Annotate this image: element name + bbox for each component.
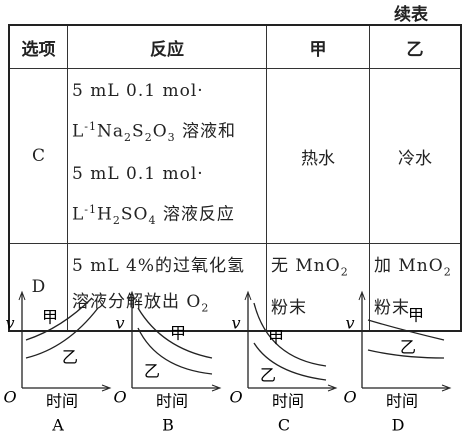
page-title: 续表 bbox=[394, 5, 428, 25]
text: 2 bbox=[112, 214, 121, 228]
curve bbox=[367, 349, 445, 359]
text: 2 bbox=[443, 265, 452, 279]
curve-label: 甲 bbox=[268, 328, 284, 347]
origin-label: O bbox=[343, 388, 356, 407]
origin-label: O bbox=[3, 388, 16, 407]
yi: 加 MnO2 粉末 bbox=[369, 243, 462, 332]
text: L bbox=[72, 204, 85, 225]
jia: 无 MnO2 粉末 bbox=[266, 243, 370, 332]
caption: A bbox=[51, 416, 64, 435]
text: H bbox=[97, 204, 113, 225]
jia: 热水 bbox=[266, 67, 370, 245]
text: 5 mL 0.1 mol· bbox=[72, 81, 204, 101]
text: 2 bbox=[340, 265, 349, 279]
text: 粉末 bbox=[271, 298, 307, 319]
option: C bbox=[8, 67, 68, 245]
origin-label: O bbox=[113, 388, 126, 407]
x-axis-label: 时间 bbox=[156, 392, 188, 411]
column-header: 反应 bbox=[67, 24, 267, 69]
curve-label: 甲 bbox=[408, 306, 424, 325]
option: D bbox=[8, 243, 68, 332]
y-axis-label: v bbox=[5, 314, 14, 333]
text: 5 mL 4%的过氧化氢溶液分解放出 O bbox=[72, 256, 246, 313]
y-axis-label: v bbox=[231, 314, 240, 333]
text: 2 bbox=[124, 131, 133, 145]
column-header: 甲 bbox=[266, 24, 370, 69]
caption: D bbox=[392, 416, 405, 435]
arrow bbox=[358, 290, 366, 301]
curve bbox=[137, 307, 213, 359]
text: 无 MnO bbox=[271, 256, 341, 277]
arrow bbox=[244, 290, 252, 301]
arrow bbox=[101, 384, 112, 392]
text: 4 bbox=[148, 214, 157, 228]
y-axis-label: v bbox=[115, 314, 124, 333]
text: Na bbox=[97, 121, 125, 142]
x-axis-label: 时间 bbox=[386, 392, 418, 411]
text: 加 MnO bbox=[374, 256, 444, 277]
reaction: 5 mL 4%的过氧化氢溶液分解放出 O2 bbox=[67, 243, 267, 332]
origin-label: O bbox=[229, 388, 242, 407]
text: 5 mL 0.1 mol· bbox=[72, 164, 204, 185]
curve-label: 乙 bbox=[260, 366, 276, 385]
arrow bbox=[441, 384, 452, 392]
y-axis-label: v bbox=[345, 314, 354, 333]
text: 2 bbox=[144, 131, 153, 145]
arrow bbox=[18, 290, 26, 301]
text: S bbox=[132, 121, 145, 142]
column-header: 乙 bbox=[369, 24, 462, 69]
curve bbox=[367, 319, 445, 341]
text: 2 bbox=[201, 301, 210, 315]
caption: C bbox=[278, 416, 290, 435]
curve-label: 乙 bbox=[400, 338, 416, 357]
curve-label: 甲 bbox=[42, 308, 58, 327]
curve-label: 乙 bbox=[62, 348, 78, 367]
caption: B bbox=[162, 416, 174, 435]
x-axis-label: 时间 bbox=[46, 392, 78, 411]
curve bbox=[253, 342, 327, 381]
column-header: 选项 bbox=[8, 24, 68, 69]
x-axis-label: 时间 bbox=[272, 392, 304, 411]
text: -1 bbox=[84, 120, 98, 133]
text: 溶液和 bbox=[175, 121, 237, 142]
curve bbox=[25, 297, 93, 341]
text: 3 bbox=[167, 131, 176, 145]
text: SO bbox=[120, 204, 149, 225]
reaction: 5 mL 0.1 mol· L-1Na2S2O3 溶液和 5 mL 0.1 mol·… bbox=[67, 67, 267, 245]
curve-label: 乙 bbox=[144, 362, 160, 381]
arrow bbox=[327, 384, 338, 392]
curve bbox=[253, 302, 327, 367]
curve-label: 甲 bbox=[170, 324, 186, 343]
table: 选项 反应 甲 乙 C 5 mL 0.1 mol· L-1Na2S2O3 溶液和 5… bbox=[8, 24, 462, 333]
text: L bbox=[72, 121, 85, 142]
arrow bbox=[211, 384, 222, 392]
text: 溶液反应 bbox=[156, 204, 235, 225]
text: 粉末 bbox=[374, 298, 410, 319]
arrow bbox=[128, 290, 136, 301]
text: O bbox=[152, 121, 168, 142]
text: -1 bbox=[84, 203, 98, 217]
curve bbox=[137, 327, 213, 375]
yi: 冷水 bbox=[369, 67, 462, 245]
curve bbox=[25, 307, 99, 359]
